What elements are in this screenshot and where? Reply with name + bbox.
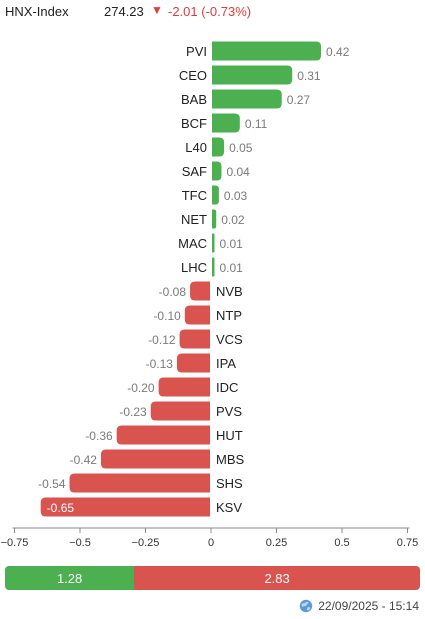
value-label-IDC: -0.20 [127,381,155,395]
bar-NVB [190,281,210,301]
value-label-IPA: -0.13 [146,357,174,371]
positive-total-segment: 1.28 [5,566,135,590]
contribution-bar-chart: PVI 0.42 CEO 0.31 BAB 0.27 BCF 0.11 L40 0.05 SAF 0.… [1,41,418,549]
category-label-PVS: PVS [216,404,242,419]
category-label-MBS: MBS [216,452,245,467]
value-label-PVS: -0.23 [119,405,147,419]
category-label-IPA: IPA [216,356,236,371]
category-label-LHC: LHC [181,260,207,275]
category-label-CEO: CEO [179,68,207,83]
category-label-VCS: VCS [216,332,243,347]
value-label-BCF: 0.11 [245,117,268,131]
breadth-summary-bar: 1.28 2.83 [5,566,420,590]
index-name: HNX-Index [5,4,69,19]
x-tick-label-1: −0.5 [69,537,91,549]
value-label-MAC: 0.01 [220,237,244,251]
footer: 22/09/2025 - 15:14 [299,599,419,613]
x-tick-label-2: −0.25 [132,537,160,549]
bar-TFC [212,185,219,205]
negative-total-label: 2.83 [264,570,290,586]
bar-PVS [150,401,210,421]
value-label-PVI: 0.42 [326,45,350,59]
bar-IDC [158,377,210,397]
value-label-L40: 0.05 [229,141,253,155]
bar-VCS [179,329,210,349]
bar-MBS [100,449,210,469]
bar-LHC [212,257,215,277]
value-label-SAF: 0.04 [226,165,250,179]
value-label-SHS: -0.54 [38,477,66,491]
x-tick-label-5: 0.5 [334,537,349,549]
category-label-NVB: NVB [216,284,243,299]
value-label-HUT: -0.36 [85,429,113,443]
value-label-CEO: 0.31 [297,69,321,83]
category-label-HUT: HUT [216,428,243,443]
x-tick-label-0: −0.75 [1,537,29,549]
x-tick-label-4: 0.25 [266,537,287,549]
index-header: HNX-Index 274.23 ▼ -2.01 (-0.73%) [5,2,420,22]
bar-IPA [176,353,210,373]
bar-HUT [116,425,210,445]
category-label-BAB: BAB [181,92,207,107]
bar-L40 [212,137,225,157]
value-label-NVB: -0.08 [159,285,187,299]
x-tick-label-6: 0.75 [397,537,418,549]
value-label-KSV: -0.65 [47,501,75,515]
category-label-MAC: MAC [178,236,207,251]
globe-icon [300,599,313,613]
timestamp: 22/09/2025 - 15:14 [318,599,419,613]
category-label-NTP: NTP [216,308,242,323]
value-label-MBS: -0.42 [70,453,98,467]
x-tick-label-3: 0 [208,537,214,549]
category-label-BCF: BCF [181,116,207,131]
category-label-PVI: PVI [186,44,207,59]
bar-BAB [212,89,282,109]
bar-MAC [212,233,215,253]
down-arrow-icon: ▼ [151,3,163,17]
value-label-TFC: 0.03 [224,189,248,203]
value-label-BAB: 0.27 [287,93,311,107]
value-label-NTP: -0.10 [153,309,181,323]
category-label-SAF: SAF [182,164,207,179]
index-change: -2.01 (-0.73%) [168,4,252,19]
bar-SAF [212,161,222,181]
category-label-NET: NET [181,212,207,227]
category-label-SHS: SHS [216,476,243,491]
category-label-KSV: KSV [216,500,242,515]
bar-KSV [40,497,211,517]
category-label-IDC: IDC [216,380,238,395]
value-label-VCS: -0.12 [148,333,176,347]
bar-BCF [212,113,240,133]
index-price: 274.23 [104,4,144,19]
value-label-LHC: 0.01 [220,261,244,275]
category-label-TFC: TFC [182,188,207,203]
bar-SHS [69,473,211,493]
category-label-L40: L40 [185,140,207,155]
value-label-NET: 0.02 [221,213,245,227]
negative-total-segment: 2.83 [134,566,420,590]
positive-total-label: 1.28 [56,570,83,586]
bar-NET [212,209,217,229]
bar-PVI [212,41,322,61]
bar-NTP [184,305,210,325]
bar-CEO [212,65,293,85]
